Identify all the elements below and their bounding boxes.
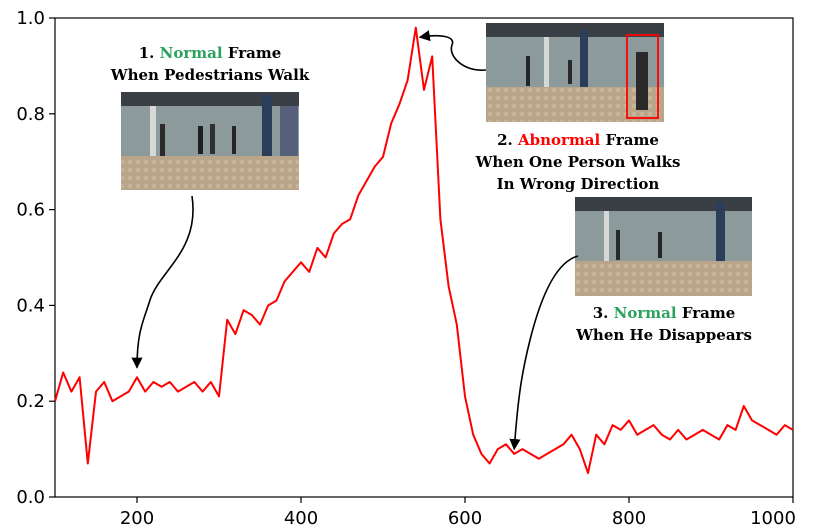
- annotation-1-heading: 1. Normal Frame: [139, 44, 282, 62]
- plot-frame: [54, 17, 794, 498]
- y-tick-label: 0.6: [16, 200, 45, 221]
- annotation-2-arrow: [418, 30, 487, 71]
- frame-thumbnail-1: [121, 92, 299, 190]
- annotation-1-keyword: Normal: [160, 44, 223, 62]
- y-tick-label: 1.0: [16, 8, 45, 29]
- annotation-1-line-1: When Pedestrians Walk: [110, 66, 310, 84]
- annotation-3-arrow: [509, 255, 579, 451]
- annotation-1-arrow: [131, 195, 194, 369]
- y-tick-label: 0.0: [16, 487, 45, 508]
- y-tick-label: 0.2: [16, 391, 45, 412]
- annotation-3-keyword: Normal: [614, 304, 677, 322]
- x-tick-label: 800: [612, 508, 646, 529]
- annotation-3-heading: 3. Normal Frame: [593, 304, 736, 322]
- abnormal-person-box: [626, 34, 659, 119]
- annotation-2-line-1: When One Person Walks: [475, 153, 681, 171]
- x-tick-label: 200: [120, 508, 154, 529]
- x-tick-label: 600: [448, 508, 482, 529]
- annotation-2-line-2: In Wrong Direction: [497, 175, 660, 193]
- annotation-2-heading: 2. Abnormal Frame: [497, 131, 659, 149]
- x-tick-label: 1000: [750, 508, 796, 529]
- y-tick-label: 0.4: [16, 295, 45, 316]
- frame-thumbnail-2: [486, 23, 664, 122]
- frame-thumbnail-3: [575, 197, 752, 296]
- x-axis-ticks: 200 400 600 800 1000: [120, 497, 796, 529]
- y-axis-ticks: 0.0 0.2 0.4 0.6 0.8 1.0: [16, 8, 55, 508]
- series-line: [54, 26, 794, 475]
- annotation-3-line-1: When He Disappears: [575, 326, 752, 344]
- y-tick-label: 0.8: [16, 104, 45, 125]
- x-tick-label: 400: [284, 508, 318, 529]
- annotation-2-keyword: Abnormal: [517, 131, 601, 149]
